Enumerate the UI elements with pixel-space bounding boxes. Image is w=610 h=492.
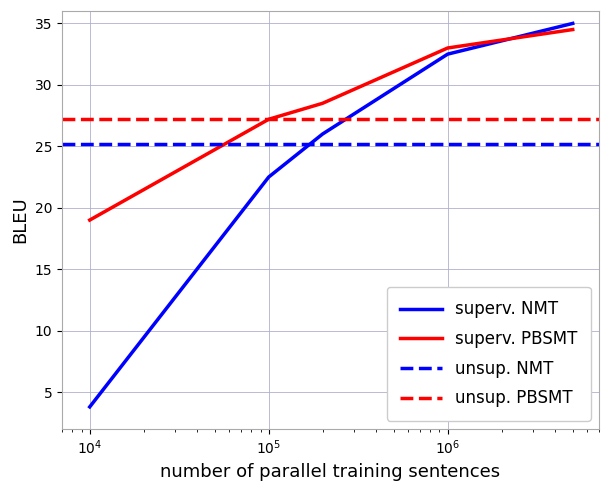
superv. PBSMT: [569, 27, 576, 32]
Y-axis label: BLEU: BLEU: [11, 197, 29, 244]
superv. NMT: [319, 131, 326, 137]
superv. PBSMT: [444, 45, 451, 51]
Line: superv. PBSMT: superv. PBSMT: [90, 30, 573, 220]
Line: superv. NMT: superv. NMT: [90, 24, 573, 407]
superv. NMT: [569, 21, 576, 27]
superv. NMT: [86, 404, 93, 410]
superv. PBSMT: [265, 116, 272, 122]
superv. PBSMT: [86, 217, 93, 223]
X-axis label: number of parallel training sentences: number of parallel training sentences: [160, 463, 501, 481]
superv. NMT: [265, 174, 272, 180]
superv. NMT: [444, 51, 451, 57]
Legend: superv. NMT, superv. PBSMT, unsup. NMT, unsup. PBSMT: superv. NMT, superv. PBSMT, unsup. NMT, …: [387, 287, 590, 421]
superv. PBSMT: [319, 100, 326, 106]
